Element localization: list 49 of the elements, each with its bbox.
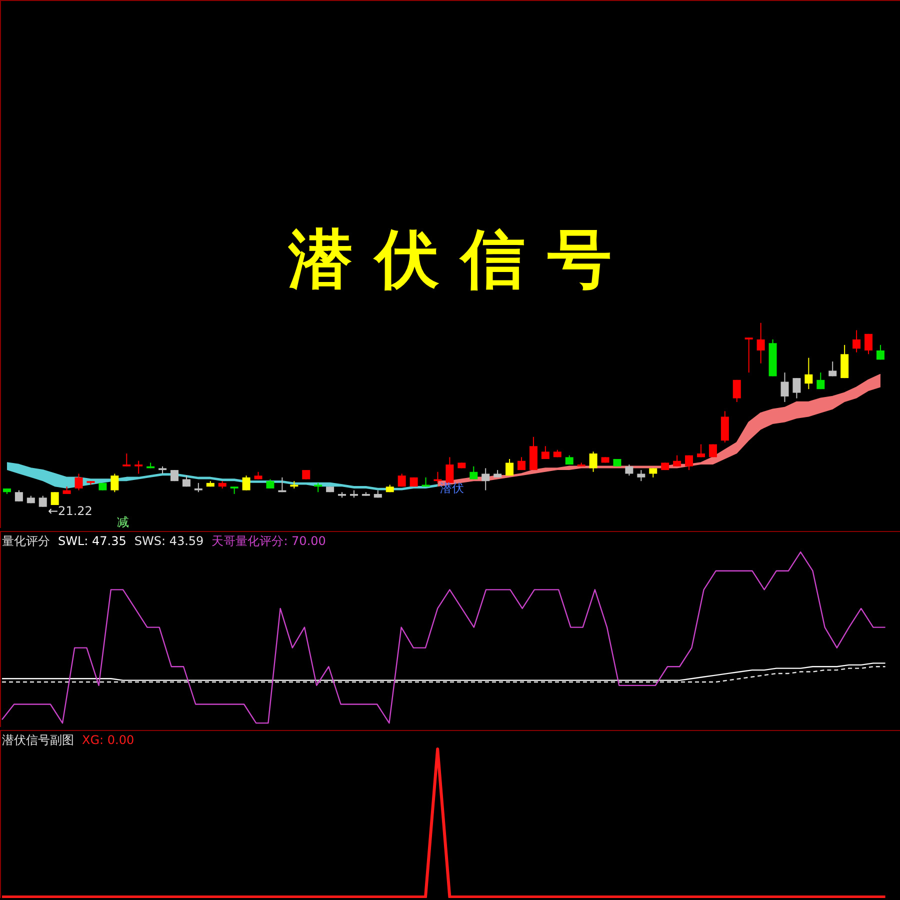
candlestick [110, 473, 119, 493]
candlestick [194, 482, 202, 493]
candlestick [780, 372, 789, 402]
candlestick [864, 333, 872, 355]
candlestick [529, 436, 538, 471]
candlestick [541, 446, 550, 460]
candlestick [649, 468, 658, 478]
candlestick [134, 460, 143, 474]
candlestick [398, 473, 406, 488]
candlestick [792, 378, 801, 399]
candlestick [50, 492, 59, 506]
candlestick [74, 473, 83, 491]
candlestick [673, 454, 682, 467]
candlestick [38, 495, 47, 508]
candlestick [685, 454, 694, 471]
candlestick [506, 458, 514, 476]
chart-title: 量化评分 [2, 534, 50, 548]
candlestick [804, 357, 813, 390]
candlestick [122, 452, 131, 467]
candlestick [816, 372, 825, 390]
candlestick [756, 322, 765, 364]
candlestick [637, 470, 646, 482]
candlestick [696, 444, 705, 458]
candlestick [625, 464, 634, 476]
candlestick [732, 379, 741, 402]
text: SWL: 47.35 [58, 534, 126, 548]
candlestick [470, 466, 478, 480]
text: XG: 0.00 [82, 733, 134, 747]
text: SWS: 43.59 [134, 534, 204, 548]
candlestick [434, 471, 442, 484]
chart-title: 潜 伏 信 号 [288, 223, 612, 297]
annotation: ←21.22 [48, 504, 92, 518]
candlestick [482, 468, 490, 491]
candlestick [589, 451, 598, 472]
candlestick [14, 490, 23, 502]
candlestick [242, 475, 250, 491]
annotation: 潜伏 [440, 481, 464, 495]
text: 天哥量化评分: 70.00 [212, 534, 326, 548]
candlestick [446, 456, 454, 484]
candlestick [720, 410, 729, 443]
text: 减 [117, 515, 129, 529]
candlestick [840, 344, 849, 379]
candlestick [828, 361, 837, 377]
candlestick [852, 330, 861, 353]
chart-title: 潜伏信号副图 [2, 733, 74, 747]
candlestick [517, 456, 526, 471]
candlestick [744, 337, 753, 374]
candlestick [266, 478, 274, 489]
candlestick [876, 344, 884, 360]
